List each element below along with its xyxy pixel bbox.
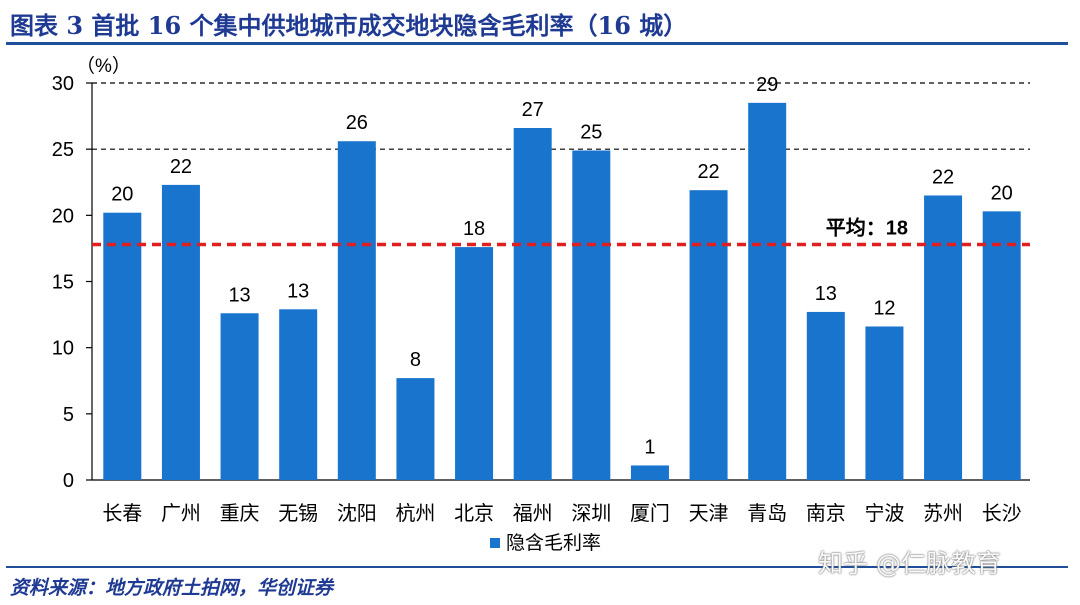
- bar: [748, 102, 787, 480]
- x-tick-label: 苏州: [923, 502, 963, 525]
- bar: [455, 247, 494, 480]
- x-tick-label: 天津: [689, 502, 729, 525]
- bar: [103, 212, 142, 481]
- data-label: 8: [410, 349, 421, 371]
- x-tick-label: 福州: [513, 502, 553, 525]
- y-tick-label: 20: [52, 205, 74, 227]
- data-label: 29: [756, 74, 778, 96]
- y-tick-label: 15: [52, 272, 74, 294]
- x-tick-label: 北京: [454, 502, 494, 525]
- footer-divider: [6, 566, 1068, 568]
- bar: [279, 309, 318, 480]
- data-label: 22: [170, 156, 192, 178]
- y-unit-label: （%）: [76, 55, 131, 77]
- bar: [337, 141, 376, 480]
- bar: [161, 184, 200, 480]
- bar: [689, 190, 728, 480]
- x-tick-label: 沈阳: [337, 502, 377, 525]
- bar: [982, 211, 1021, 480]
- data-label: 12: [873, 297, 895, 319]
- title-divider: [6, 42, 1068, 45]
- data-label: 20: [991, 182, 1013, 204]
- bar: [630, 465, 669, 480]
- data-label: 13: [287, 280, 309, 302]
- data-label: 26: [346, 112, 368, 134]
- x-tick-label: 南京: [806, 502, 846, 525]
- bar: [220, 313, 259, 480]
- y-tick-label: 30: [52, 73, 74, 95]
- y-tick-label: 0: [63, 470, 74, 492]
- bar: [396, 378, 435, 480]
- bar: [806, 311, 845, 480]
- x-tick-label: 重庆: [220, 502, 260, 525]
- y-tick-label: 10: [52, 338, 74, 360]
- x-tick-label: 长沙: [982, 502, 1022, 525]
- x-tick-label: 深圳: [571, 502, 611, 525]
- bar-chart: 0 5 10 15 20 25 30（%） 20 长春 22 广州 13 重庆 13 无锡 26 沈阳 8 杭州 18…: [52, 55, 1030, 554]
- watermark: 知乎 @仁脉教育: [818, 549, 1001, 578]
- bar: [572, 150, 611, 480]
- data-label: 20: [111, 184, 133, 206]
- average-label: 平均：18: [826, 215, 908, 239]
- data-label: 1: [644, 436, 655, 458]
- data-label: 25: [580, 121, 602, 143]
- data-label: 13: [815, 283, 837, 305]
- legend-label: 隐含毛利率: [506, 532, 601, 554]
- data-label: 22: [697, 161, 719, 183]
- x-tick-label: 无锡: [278, 502, 318, 525]
- legend-swatch: [490, 538, 500, 548]
- data-label: 27: [522, 99, 544, 121]
- x-tick-label: 长春: [102, 502, 142, 525]
- source-note: 资料来源：地方政府土拍网，华创证券: [10, 577, 334, 599]
- x-tick-label: 杭州: [395, 502, 435, 525]
- bar: [924, 195, 963, 480]
- data-label: 13: [228, 284, 250, 306]
- y-tick-label: 5: [63, 404, 74, 426]
- x-tick-label: 宁波: [864, 502, 904, 525]
- data-label: 18: [463, 218, 485, 240]
- bar: [865, 326, 904, 480]
- chart-title: 图表 3 首批 16 个集中供地城市成交地块隐含毛利率（16 城）: [10, 11, 688, 40]
- x-tick-label: 青岛: [747, 502, 787, 525]
- bar: [513, 127, 552, 480]
- x-tick-label: 广州: [161, 502, 201, 525]
- x-tick-label: 厦门: [630, 502, 670, 525]
- data-label: 22: [932, 166, 954, 188]
- y-tick-label: 25: [52, 139, 74, 161]
